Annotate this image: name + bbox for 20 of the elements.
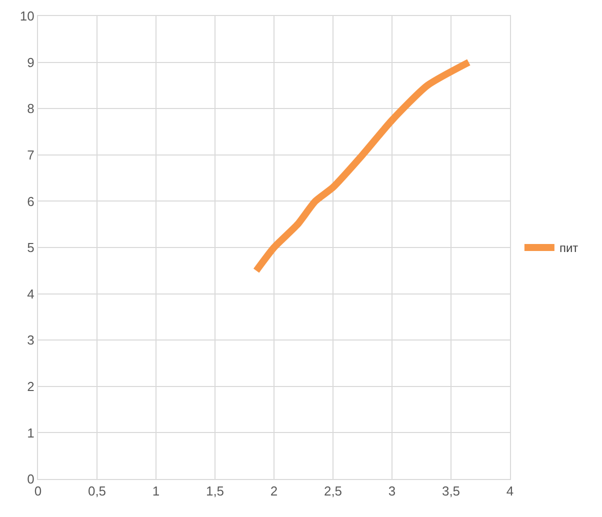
y-tick-label: 7 <box>27 147 34 162</box>
y-tick-label: 5 <box>27 240 34 256</box>
y-tick-label: 8 <box>27 101 34 116</box>
x-tick-label: 4 <box>506 484 514 499</box>
y-tick-label: 6 <box>27 194 34 209</box>
x-tick-label: 3,5 <box>442 484 460 499</box>
x-tick-label: 0,5 <box>88 484 106 499</box>
y-tick-label: 4 <box>27 286 34 302</box>
y-tick-label: 2 <box>27 378 34 394</box>
x-tick-label: 3 <box>388 484 396 499</box>
x-tick-label: 1 <box>152 484 160 499</box>
x-tick-label: 1,5 <box>206 484 224 499</box>
x-tick-label: 2,5 <box>324 484 342 499</box>
x-tick-label: 2 <box>270 484 278 499</box>
y-tick-label: 3 <box>27 332 34 348</box>
y-tick-label: 1 <box>27 425 34 440</box>
y-tick-label: 0 <box>27 472 34 487</box>
legend-label: пит <box>559 241 579 256</box>
y-tick-label: 9 <box>27 54 34 70</box>
y-tick-label: 10 <box>20 8 34 24</box>
